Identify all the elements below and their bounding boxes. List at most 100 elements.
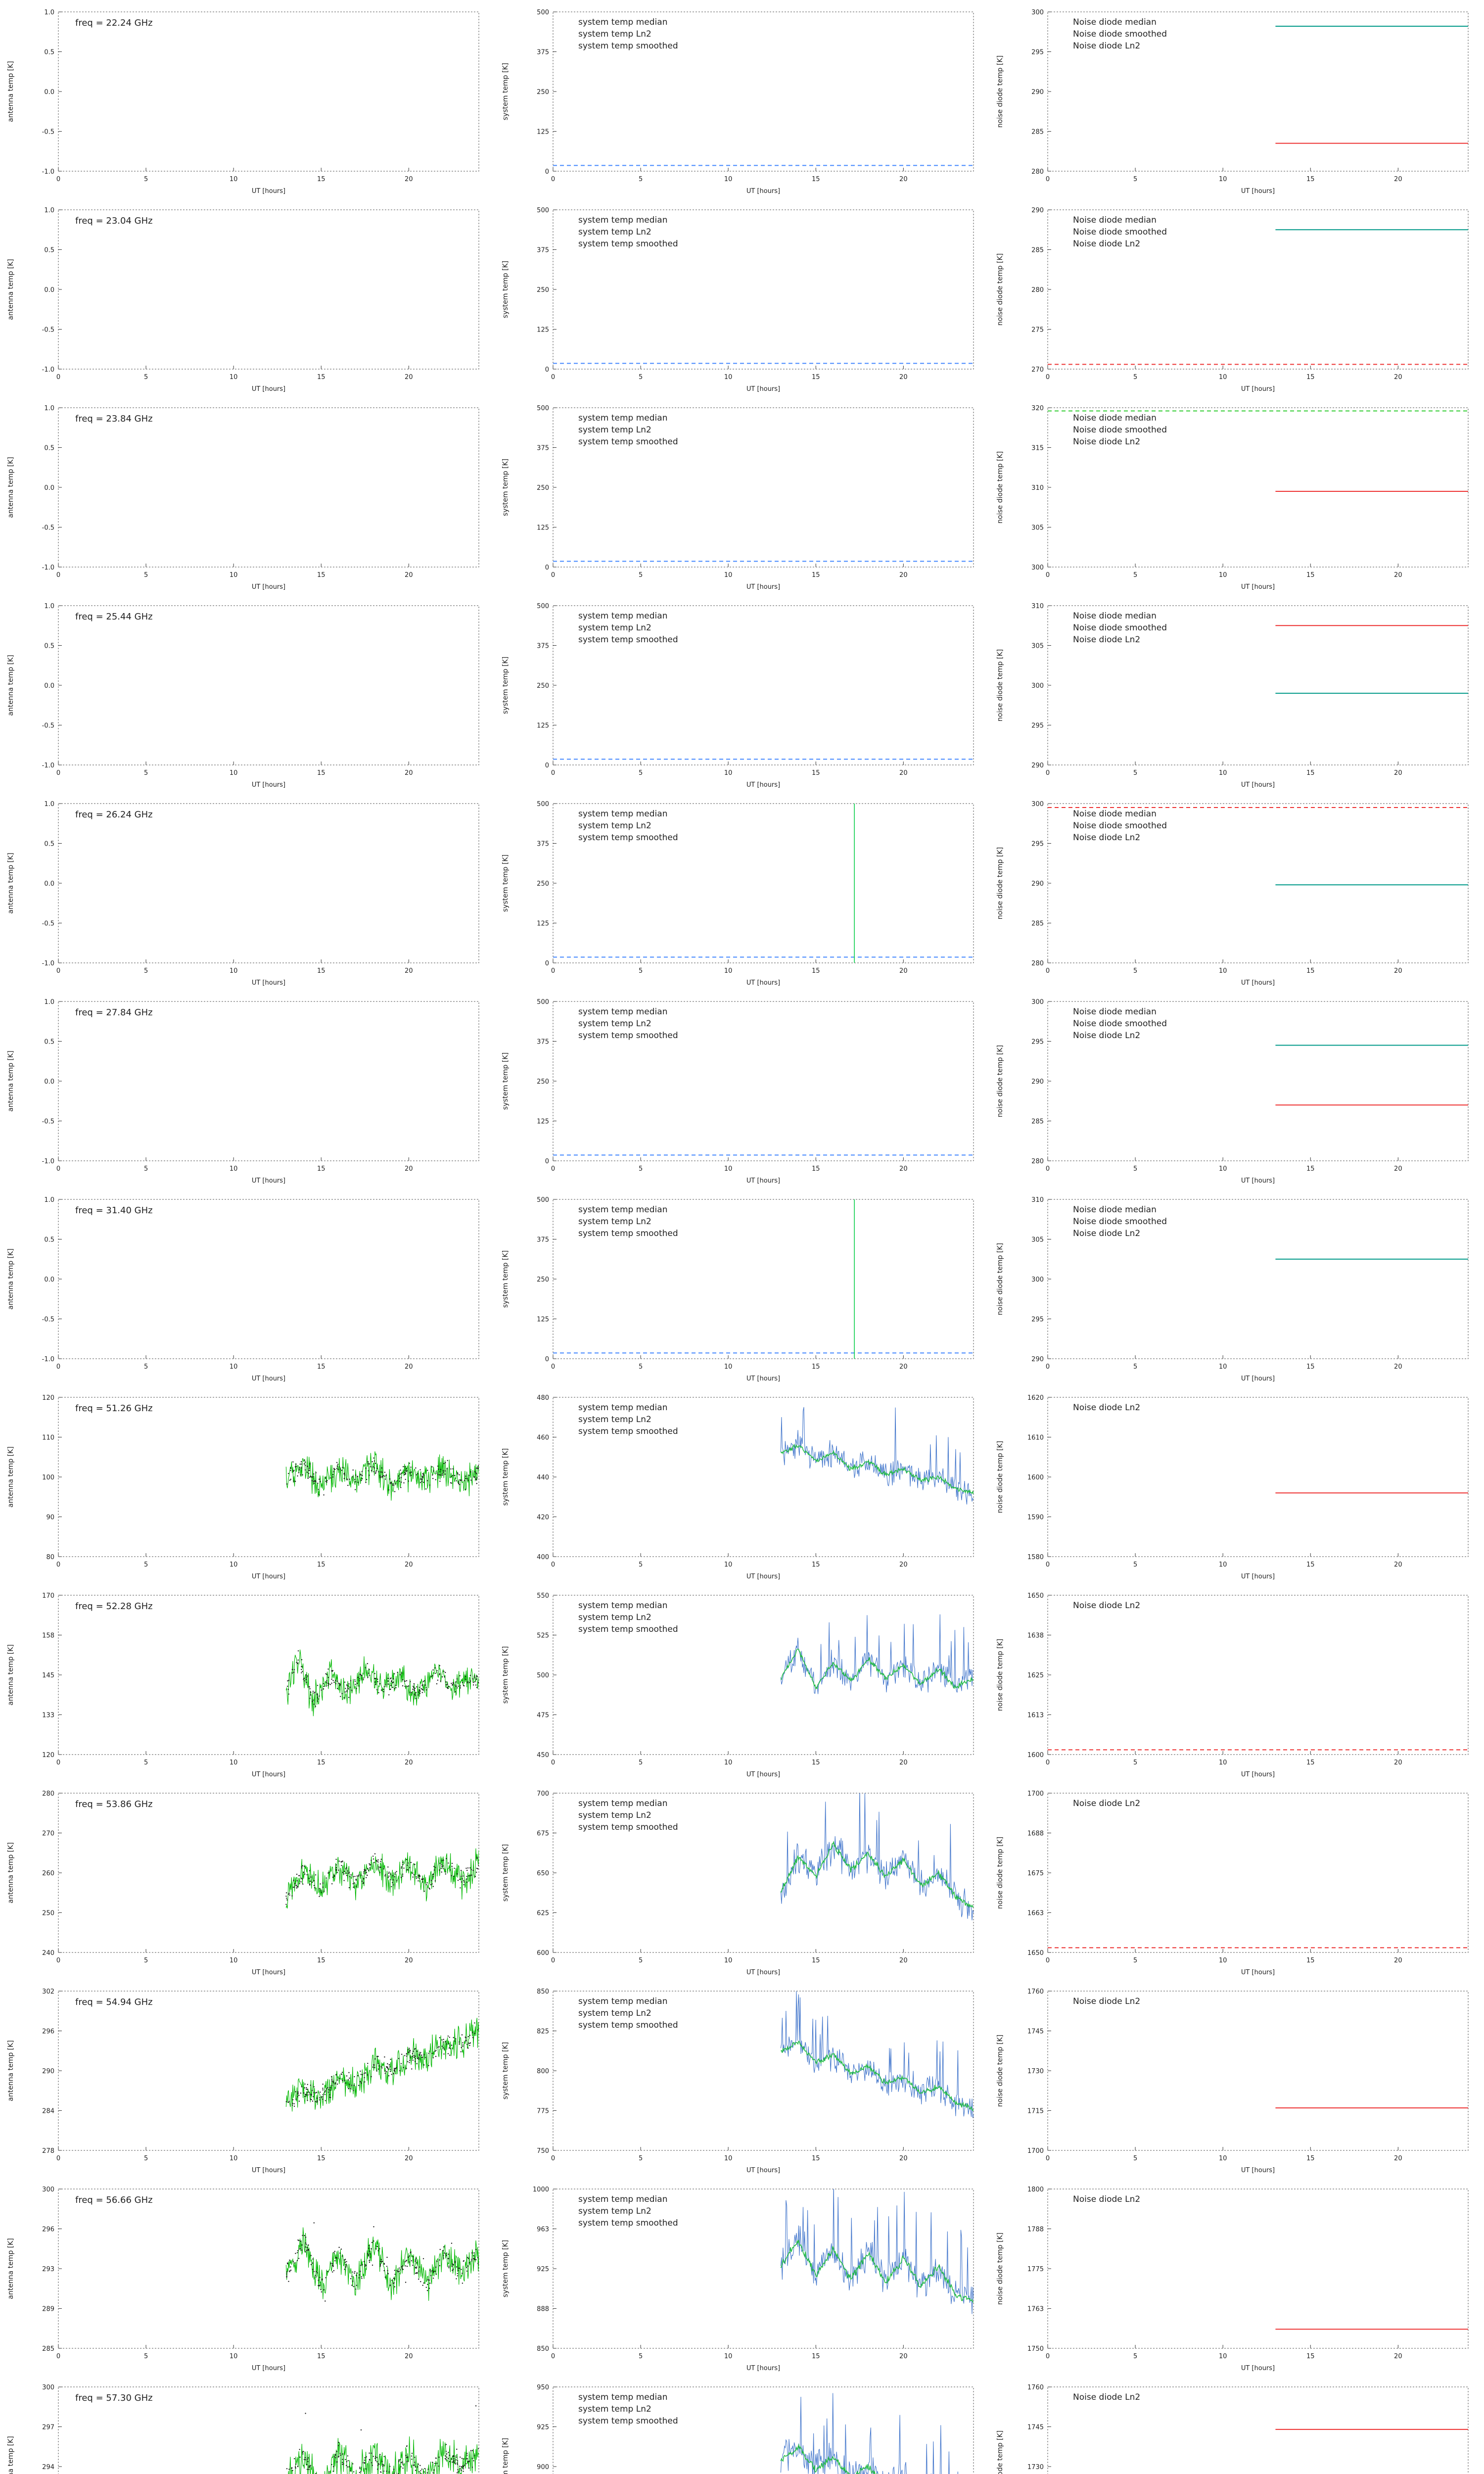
plot-row-54.94: 0 5 10 15 20 278 284 290 296 302 antenna temp [K] U… — [0, 1979, 1484, 2177]
x-tick-label: 20 — [405, 571, 413, 579]
legend-entry: system temp median — [578, 1799, 667, 1808]
legend-entry: Noise diode smoothed — [1073, 425, 1167, 435]
axes-frame — [553, 1397, 974, 1557]
series-group — [1048, 807, 1468, 886]
y-tick-label: 375 — [537, 841, 549, 848]
x-tick-label: 15 — [1306, 1561, 1315, 1569]
y-tick-label: 145 — [42, 1672, 54, 1679]
freq-title: freq = 52.28 GHz — [75, 1601, 153, 1612]
y-tick-label: 296 — [42, 2226, 54, 2234]
x-tick-label: 10 — [230, 1957, 238, 1964]
y-tick-label: 290 — [42, 2068, 54, 2075]
x-tick-label: 0 — [56, 1363, 60, 1371]
x-tick-label: 10 — [724, 374, 733, 381]
x-tick-label: 10 — [1219, 1759, 1227, 1766]
panel-52.28-antenna: 0 5 10 15 20 120 133 145 158 170 antenna temp [K] U… — [0, 1583, 495, 1781]
x-tick-label: 20 — [1394, 1165, 1402, 1173]
plot-row-51.26: 0 5 10 15 20 80 90 100 110 120 antenna temp [K] UT … — [0, 1385, 1484, 1583]
x-tick-label: 10 — [724, 967, 733, 975]
x-tick-label: 0 — [1046, 1759, 1050, 1766]
y-axis-label: antenna temp [K] — [7, 1644, 15, 1706]
y-tick-label: -0.5 — [42, 129, 54, 136]
axes-frame — [1047, 1793, 1469, 1953]
panel-26.24-antenna: 0 5 10 15 20 -1.0 -0.5 0.0 0.5 1.0 antenna temp [K… — [0, 792, 495, 990]
y-tick-label: 1675 — [1027, 1870, 1044, 1877]
x-tick-label: 0 — [551, 967, 555, 975]
x-tick-label: 5 — [1133, 374, 1137, 381]
x-tick-label: 15 — [317, 176, 325, 183]
y-tick-label: 0.0 — [44, 89, 54, 96]
y-axis-label: system temp [K] — [502, 657, 510, 714]
y-tick-label: 1745 — [1027, 2424, 1044, 2431]
axes-frame — [58, 407, 479, 568]
x-tick-label: 20 — [405, 769, 413, 777]
panel-25.44-antenna: 0 5 10 15 20 -1.0 -0.5 0.0 0.5 1.0 antenna temp [K… — [0, 594, 495, 792]
legend-entry: Noise diode Ln2 — [1073, 437, 1140, 447]
chart-antenna: 0 5 10 15 20 -1.0 -0.5 0.0 0.5 1.0 antenna temp [K… — [7, 999, 479, 1185]
y-axis-label: antenna temp [K] — [7, 1446, 15, 1508]
chart-system: 0 5 10 15 20 0 125 250 375 500 system temp [K] UT [… — [502, 1196, 974, 1382]
legend-entry: system temp Ln2 — [578, 2206, 651, 2216]
legend-entry: system temp smoothed — [578, 1229, 678, 1238]
y-tick-label: 280 — [1031, 168, 1044, 176]
y-tick-label: 0 — [545, 1356, 549, 1363]
x-axis-label: UT [hours] — [746, 2167, 780, 2174]
x-tick-label: 15 — [812, 1561, 820, 1569]
x-tick-label: 5 — [144, 1957, 148, 1964]
x-axis-label: UT [hours] — [746, 583, 780, 591]
y-axis-label: antenna temp [K] — [7, 2436, 15, 2474]
y-tick-label: 1.0 — [44, 801, 54, 808]
y-tick-label: 480 — [537, 1394, 549, 1402]
x-tick-label: 0 — [1046, 769, 1050, 777]
panel-56.66-noise: 0 5 10 15 20 1750 1763 1775 1788 1800 noise diode … — [989, 2177, 1484, 2375]
y-tick-label: 300 — [42, 2384, 54, 2391]
y-tick-label: 284 — [42, 2108, 54, 2115]
legend-entry: Noise diode Ln2 — [1073, 1601, 1140, 1611]
y-tick-label: 1730 — [1027, 2068, 1044, 2075]
y-tick-label: 290 — [1031, 207, 1044, 214]
plot-row-56.66: 0 5 10 15 20 285 289 293 296 300 antenna temp [K] U… — [0, 2177, 1484, 2375]
series-group — [285, 1649, 479, 1716]
axes-frame — [553, 11, 974, 172]
panel-22.24-noise: 0 5 10 15 20 280 285 290 295 300 noise diode temp … — [989, 0, 1484, 198]
x-tick-label: 10 — [1219, 2155, 1227, 2162]
x-tick-label: 15 — [317, 769, 325, 777]
x-tick-label: 10 — [230, 176, 238, 183]
freq-title: freq = 27.84 GHz — [75, 1007, 153, 1018]
x-tick-label: 20 — [405, 1165, 413, 1173]
y-tick-label: 500 — [537, 801, 549, 808]
y-tick-label: 0.5 — [44, 247, 54, 254]
x-axis-label: UT [hours] — [1241, 1969, 1275, 1976]
y-tick-label: 300 — [1031, 999, 1044, 1006]
x-tick-label: 5 — [144, 374, 148, 381]
x-tick-label: 20 — [1394, 967, 1402, 975]
x-axis-label: UT [hours] — [1241, 1177, 1275, 1185]
series-group — [285, 2018, 479, 2112]
x-axis-label: UT [hours] — [252, 2365, 285, 2372]
x-tick-label: 5 — [639, 2155, 643, 2162]
y-axis-label: system temp [K] — [502, 1646, 510, 1704]
y-tick-label: 1650 — [1027, 1592, 1044, 1600]
y-axis-label: antenna temp [K] — [7, 2040, 15, 2101]
x-tick-label: 20 — [1394, 1363, 1402, 1371]
series-group — [285, 1451, 479, 1501]
chart-system: 0 5 10 15 20 0 125 250 375 500 system temp [K] UT [… — [502, 801, 974, 987]
panel-31.4-antenna: 0 5 10 15 20 -1.0 -0.5 0.0 0.5 1.0 antenna temp [K… — [0, 1188, 495, 1385]
y-tick-label: 120 — [42, 1394, 54, 1402]
y-axis-label: system temp [K] — [502, 261, 510, 318]
legend-entry: Noise diode median — [1073, 809, 1157, 819]
y-tick-label: 750 — [537, 2147, 549, 2155]
x-tick-label: 5 — [144, 571, 148, 579]
y-tick-label: -1.0 — [42, 960, 54, 967]
x-tick-label: 10 — [1219, 967, 1227, 975]
y-tick-label: 500 — [537, 999, 549, 1006]
y-tick-label: 500 — [537, 1196, 549, 1204]
y-axis-label: noise diode temp [K] — [996, 55, 1004, 128]
x-tick-label: 20 — [1394, 1561, 1402, 1569]
y-tick-label: 260 — [42, 1870, 54, 1877]
legend-entry: Noise diode smoothed — [1073, 623, 1167, 633]
freq-title: freq = 31.40 GHz — [75, 1205, 153, 1216]
y-tick-label: 675 — [537, 1830, 549, 1838]
legend-entry: Noise diode median — [1073, 611, 1157, 621]
